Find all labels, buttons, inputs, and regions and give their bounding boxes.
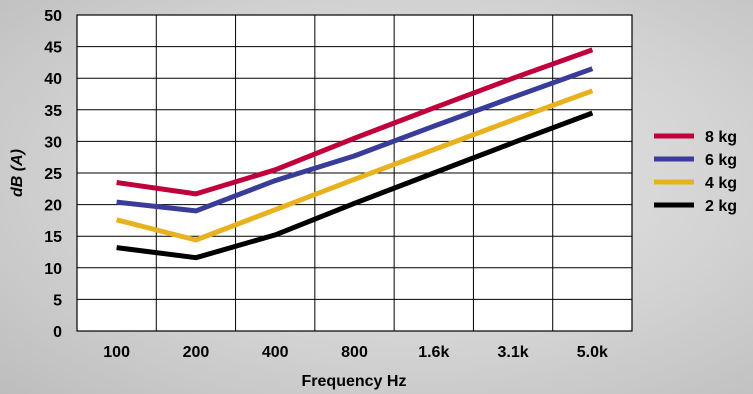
legend-label: 6 kg bbox=[705, 152, 737, 169]
x-tick-label: 3.1k bbox=[498, 344, 529, 361]
y-tick-label: 35 bbox=[44, 103, 62, 120]
y-tick-label: 15 bbox=[44, 229, 62, 246]
y-tick-label: 40 bbox=[44, 71, 62, 88]
y-tick-label: 10 bbox=[44, 261, 62, 278]
x-axis-ticks: 100 200 400 800 1.6k 3.1k 5.0k bbox=[103, 344, 608, 361]
x-tick-label: 5.0k bbox=[577, 344, 608, 361]
x-tick-label: 200 bbox=[183, 344, 210, 361]
series-group bbox=[115, 47, 594, 261]
y-tick-label: 50 bbox=[44, 8, 62, 25]
y-tick-label: 5 bbox=[53, 292, 62, 309]
x-axis-label: Frequency Hz bbox=[302, 373, 407, 390]
y-tick-label: 45 bbox=[44, 40, 62, 57]
y-tick-label: 30 bbox=[44, 134, 62, 151]
legend-label: 2 kg bbox=[705, 198, 737, 215]
y-tick-label: 20 bbox=[44, 198, 62, 215]
series-line-2-kg bbox=[116, 110, 594, 261]
x-tick-label: 1.6k bbox=[418, 344, 449, 361]
y-tick-label: 0 bbox=[53, 324, 62, 341]
y-tick-label: 25 bbox=[44, 166, 62, 183]
series-line-8-kg bbox=[116, 47, 594, 197]
y-axis-ticks: 0 5 10 15 20 25 30 35 40 45 50 bbox=[44, 8, 62, 341]
series-line-4-kg bbox=[115, 88, 594, 243]
plot-border bbox=[76, 14, 633, 332]
legend-label: 8 kg bbox=[705, 129, 737, 146]
y-axis-label: dB (A) bbox=[9, 149, 26, 197]
legend: 8 kg 6 kg 4 kg 2 kg bbox=[654, 129, 737, 215]
x-tick-label: 400 bbox=[262, 344, 289, 361]
series-line-6-kg bbox=[116, 66, 594, 214]
x-tick-label: 100 bbox=[103, 344, 130, 361]
legend-label: 4 kg bbox=[705, 175, 737, 192]
grid bbox=[76, 14, 633, 332]
x-tick-label: 800 bbox=[341, 344, 368, 361]
